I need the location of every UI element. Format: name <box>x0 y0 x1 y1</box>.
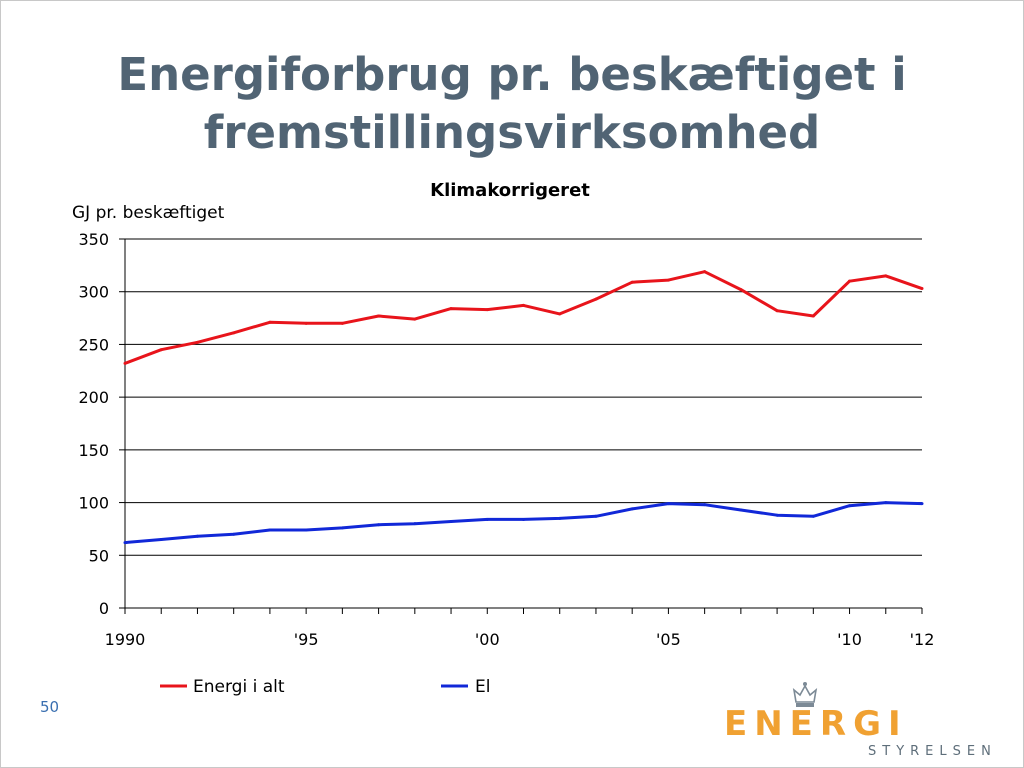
data-point <box>304 528 308 532</box>
y-tick-label: 150 <box>78 441 109 460</box>
data-point <box>739 508 743 512</box>
data-point <box>594 514 598 518</box>
data-point <box>739 288 743 292</box>
data-point <box>522 517 525 521</box>
data-point <box>304 321 308 325</box>
data-point <box>703 503 707 507</box>
data-point <box>268 528 272 532</box>
gridlines <box>125 238 922 556</box>
x-tick-label: '10 <box>837 630 862 649</box>
data-point <box>594 297 598 301</box>
y-tick-label: 300 <box>78 283 109 302</box>
data-point <box>377 523 381 527</box>
y-tick-label: 200 <box>78 388 109 407</box>
data-point <box>195 534 199 538</box>
legend: Energi i alt El <box>160 677 490 697</box>
data-point <box>884 274 888 278</box>
data-point <box>413 522 417 526</box>
data-point <box>848 504 852 508</box>
page-number: 50 <box>40 698 60 716</box>
y-tick-label: 0 <box>99 599 109 618</box>
data-point <box>123 361 127 365</box>
data-point <box>377 314 381 318</box>
data-point <box>485 308 489 312</box>
data-point <box>775 513 779 517</box>
y-tick-label: 100 <box>78 494 109 513</box>
logo-subtitle: STYRELSEN <box>868 744 997 759</box>
data-point <box>123 541 127 545</box>
y-tick-label: 350 <box>78 230 109 249</box>
data-point <box>159 348 163 352</box>
x-tick-label: '00 <box>475 630 500 649</box>
x-tick-label: '12 <box>910 630 935 649</box>
series-line-energi-i-alt <box>124 270 923 365</box>
data-point <box>811 514 815 518</box>
data-point <box>195 340 199 344</box>
data-point <box>920 502 924 506</box>
data-point <box>884 501 888 505</box>
data-point <box>666 278 670 282</box>
x-tick-label: '05 <box>656 630 681 649</box>
data-point <box>449 307 453 311</box>
crown-icon <box>792 682 818 707</box>
legend-label: Energi i alt <box>193 677 285 697</box>
data-point <box>775 309 779 313</box>
slide-title-line-2: fremstillingsvirksomhed <box>203 106 821 159</box>
data-point <box>522 303 525 307</box>
axes: 0 50 100 150 200 250 300 350 1990 '95 '00 '05 '10 '12 <box>78 230 934 649</box>
data-point <box>485 517 489 521</box>
energistyrelsen-logo: ENERGI STYRELSEN <box>720 680 991 760</box>
series-line-el <box>124 501 923 545</box>
data-point <box>920 287 924 291</box>
data-point <box>630 280 634 284</box>
y-tick-label: 50 <box>89 546 109 565</box>
data-point <box>811 314 815 318</box>
legend-label: El <box>475 677 490 697</box>
data-point <box>703 270 707 274</box>
series-lines <box>123 270 924 545</box>
logo-word: ENERGI <box>724 704 908 744</box>
x-tick-label: 1990 <box>105 630 146 649</box>
data-point <box>159 537 163 541</box>
chart-title: Klimakorrigeret <box>430 180 590 201</box>
data-point <box>413 317 417 321</box>
data-point <box>558 516 562 520</box>
slide-title: Energiforbrug pr. beskæftiget i fremstil… <box>40 46 984 162</box>
slide-title-line-1: Energiforbrug pr. beskæftiget i <box>117 48 907 101</box>
data-point <box>630 507 634 511</box>
data-point <box>232 331 236 335</box>
x-tick-label: '95 <box>294 630 319 649</box>
y-axis-label: GJ pr. beskæftiget <box>72 203 225 223</box>
data-point <box>340 526 344 530</box>
data-point <box>232 532 236 536</box>
y-tick-label: 250 <box>78 335 109 354</box>
data-point <box>558 312 562 316</box>
data-point <box>449 520 453 524</box>
data-point <box>666 502 670 506</box>
data-point <box>340 321 344 325</box>
data-point <box>268 320 272 324</box>
data-point <box>848 279 852 283</box>
